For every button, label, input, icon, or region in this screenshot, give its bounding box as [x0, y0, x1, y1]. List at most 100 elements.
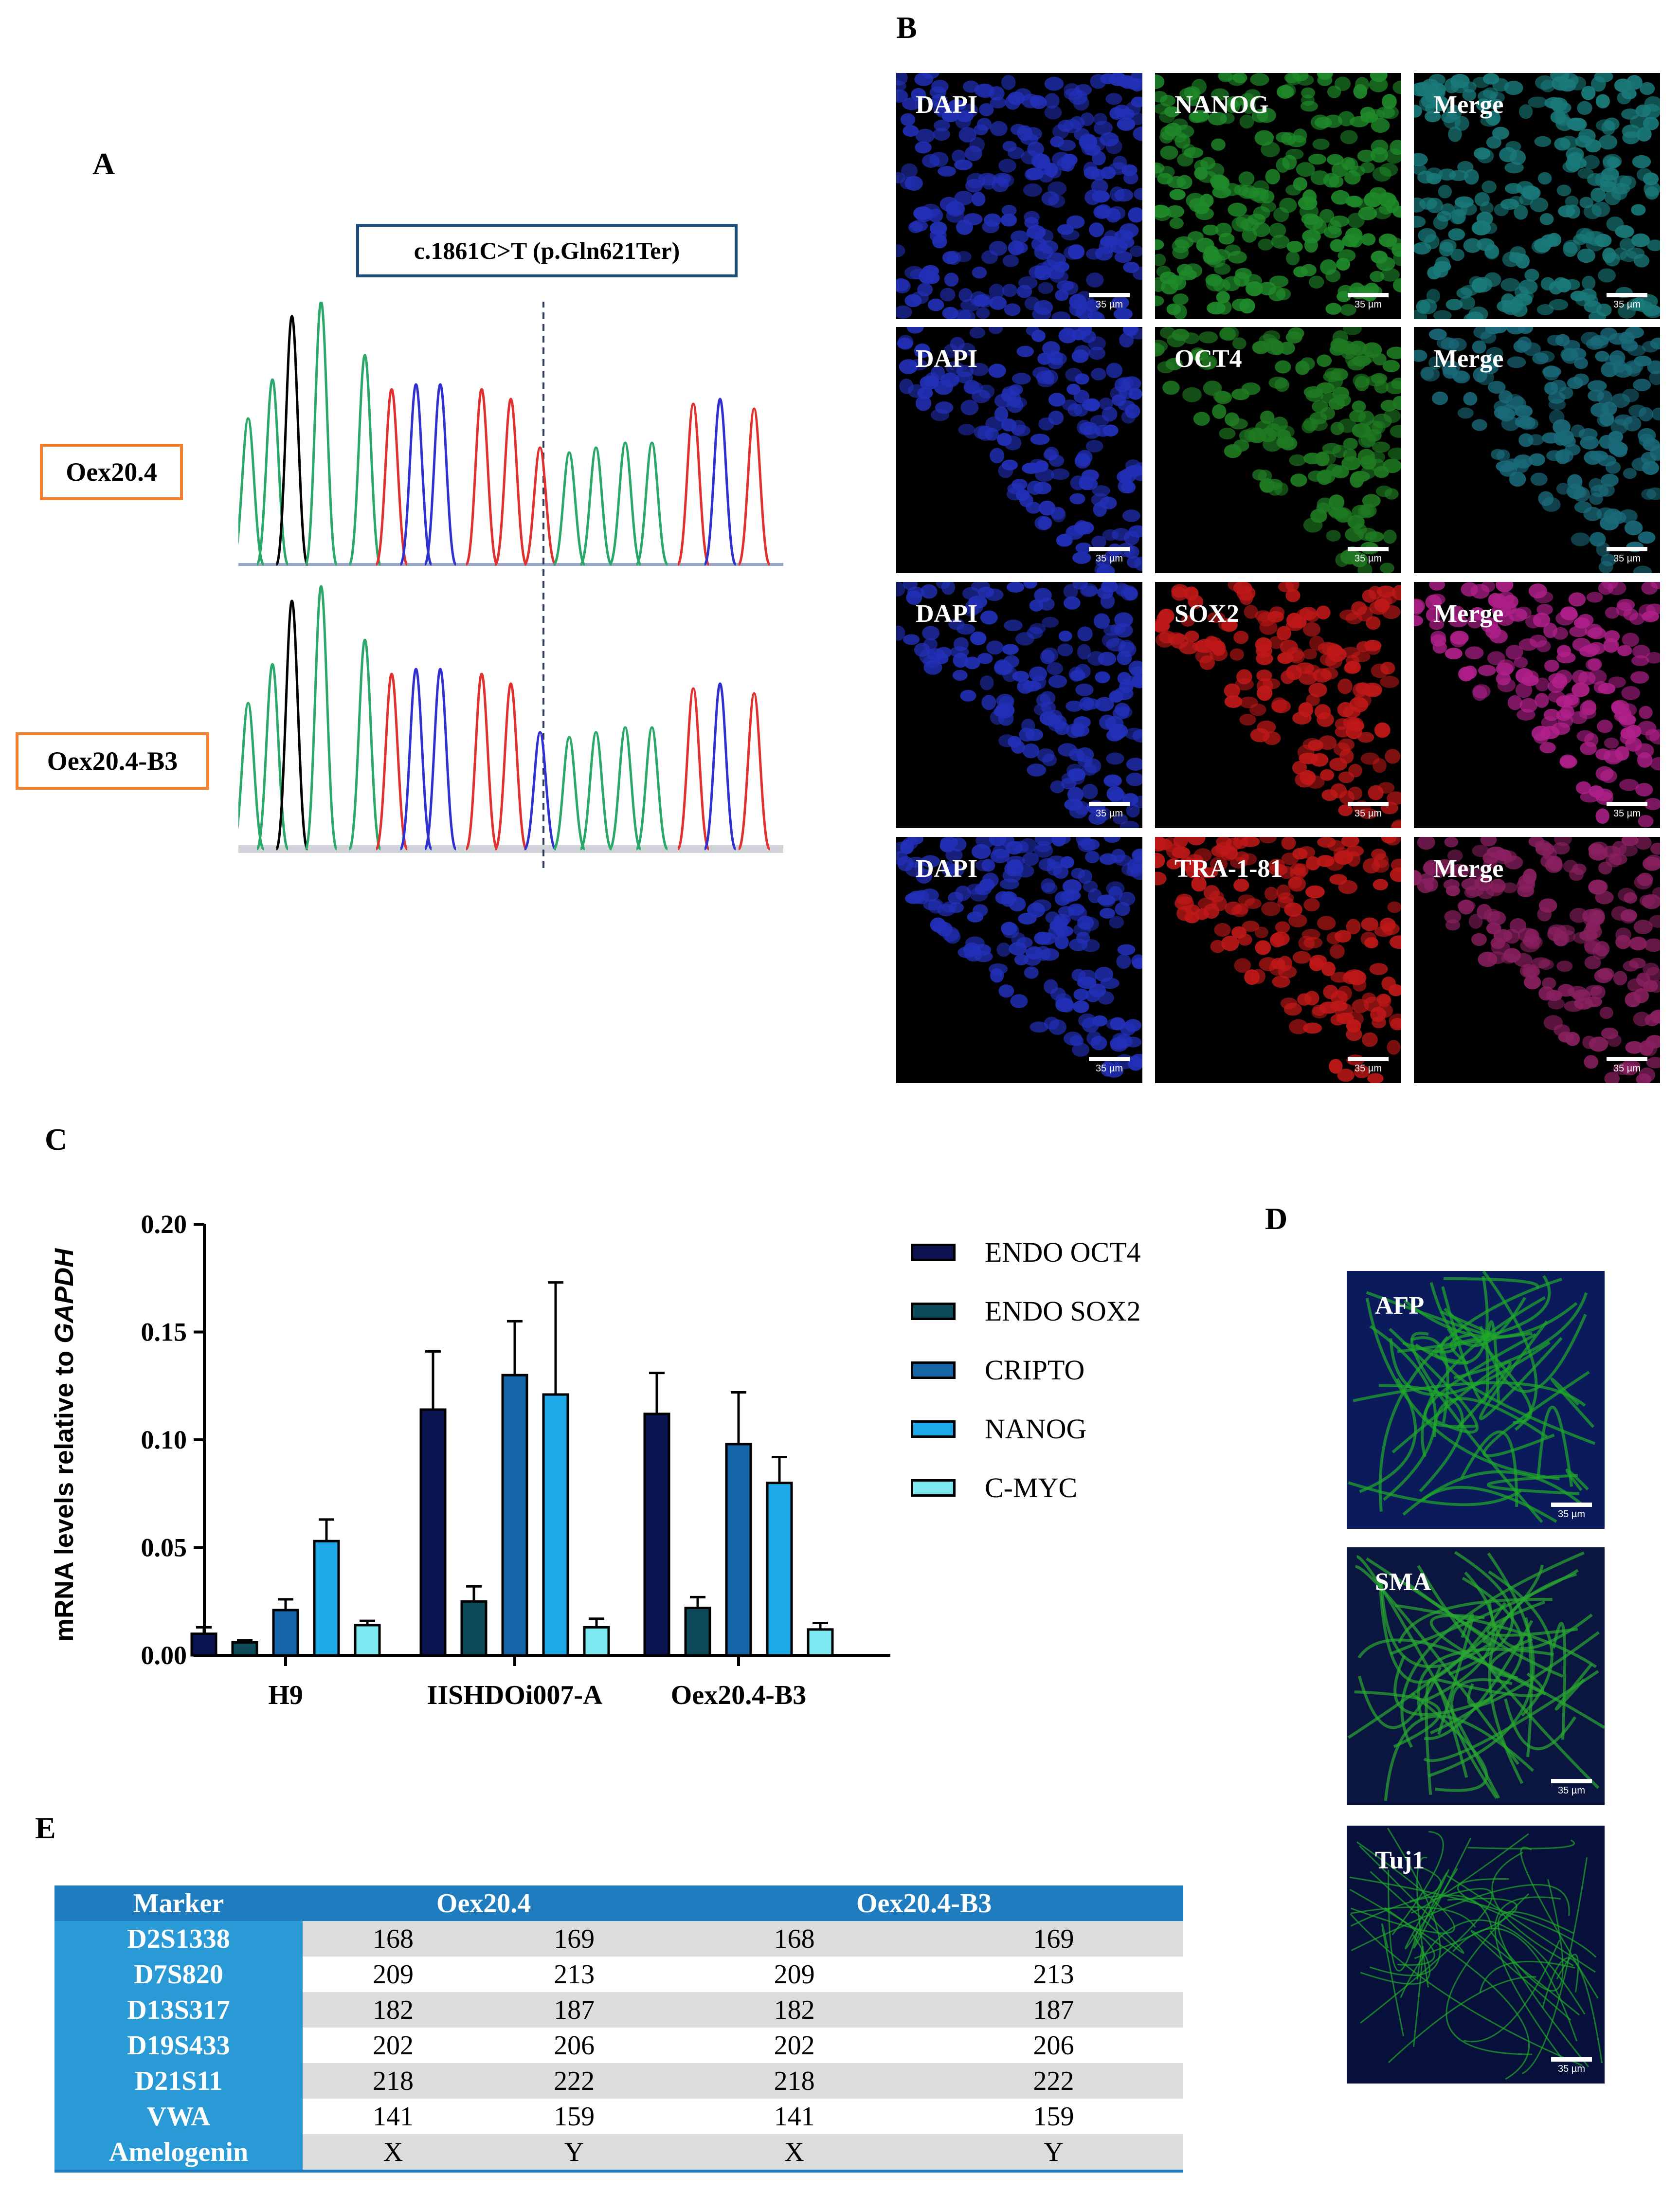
- table-value-cell: 213: [924, 1957, 1183, 1992]
- chromatogram-oex20-4-b3: [238, 585, 771, 851]
- scale-bar: 35 µm: [1348, 547, 1389, 564]
- chromatogram-oex20-4: [238, 302, 771, 566]
- y-tick-label: 0.10: [141, 1425, 187, 1454]
- table-value-cell: Y: [484, 2134, 665, 2173]
- micrograph-sox2-dapi: DAPI 35 µm: [896, 582, 1142, 828]
- legend-item: C-MYC: [911, 1471, 1077, 1504]
- table-row: D19S433 202 206 202 206: [54, 2028, 1183, 2063]
- scale-bar: 35 µm: [1089, 802, 1130, 819]
- micrograph-label: Merge: [1433, 345, 1504, 373]
- table-value-cell: 141: [303, 2099, 484, 2134]
- micrograph-tra-1-81-merge: Merge 35 µm: [1414, 837, 1660, 1083]
- table-row: D7S820 209 213 209 213: [54, 1957, 1183, 1992]
- sample-label-oex20-4: Oex20.4: [40, 444, 183, 500]
- micrograph-nanog-marker: NANOG 35 µm: [1155, 73, 1401, 319]
- x-tick-label: IISHDOi007-A: [427, 1680, 603, 1710]
- table-value-cell: 209: [665, 1957, 924, 1992]
- micrograph-label: DAPI: [916, 855, 978, 883]
- scale-bar: 35 µm: [1607, 547, 1647, 564]
- table-marker-cell: D7S820: [54, 1957, 303, 1992]
- bar-nanog: [542, 1393, 569, 1657]
- table-value-cell: 213: [484, 1957, 665, 1992]
- micrograph-oct4-marker: OCT4 35 µm: [1155, 327, 1401, 573]
- scale-bar: 35 µm: [1551, 1779, 1592, 1796]
- table-value-cell: 159: [484, 2099, 665, 2134]
- micrograph-label: OCT4: [1174, 345, 1242, 373]
- table-value-cell: X: [665, 2134, 924, 2173]
- table-value-cell: 168: [665, 1921, 924, 1957]
- legend-swatch: [911, 1420, 956, 1438]
- differentiation-image-afp: AFP 35 µm: [1347, 1271, 1605, 1529]
- table-value-cell: 209: [303, 1957, 484, 1992]
- table-marker-cell: D2S1338: [54, 1921, 303, 1957]
- table-value-cell: 169: [924, 1921, 1183, 1957]
- mrna-bar-chart: 0.00 0.05 0.10 0.15 0.20 H9 IISHDOi007-A Oex20.…: [50, 1210, 890, 1710]
- scale-bar: 35 µm: [1607, 293, 1647, 310]
- table-marker-cell: Amelogenin: [54, 2134, 303, 2173]
- legend-swatch: [911, 1479, 956, 1497]
- y-tick-label: 0.00: [141, 1641, 187, 1670]
- micrograph-sox2-merge: Merge 35 µm: [1414, 582, 1660, 828]
- bar-endo-oct4: [419, 1408, 447, 1657]
- bar-endo-sox2: [460, 1600, 488, 1657]
- panel-e-letter: E: [35, 1811, 56, 1845]
- scale-bar: 35 µm: [1089, 547, 1130, 564]
- bar-c-myc: [583, 1626, 610, 1657]
- bar-cripto: [725, 1443, 752, 1657]
- table-marker-cell: VWA: [54, 2099, 303, 2134]
- str-profile-table: Marker Oex20.4 Oex20.4-B3 D2S1338 168 169 1…: [54, 1885, 1183, 2173]
- scale-bar: 35 µm: [1348, 1057, 1389, 1074]
- table-value-cell: 182: [303, 1992, 484, 2028]
- panel-c-letter: C: [45, 1122, 68, 1157]
- micrograph-nanog-dapi: DAPI 35 µm: [896, 73, 1142, 319]
- micrograph-label: DAPI: [916, 91, 978, 119]
- mutation-label: c.1861C>T (p.Gln621Ter): [356, 224, 738, 277]
- bar-endo-oct4: [190, 1632, 217, 1657]
- legend-item: ENDO SOX2: [911, 1295, 1141, 1327]
- micrograph-label: TRA-1-81: [1174, 855, 1283, 883]
- table-row: Amelogenin X Y X Y: [54, 2134, 1183, 2173]
- differentiation-image-sma: SMA 35 µm: [1347, 1547, 1605, 1805]
- bar-cripto: [272, 1609, 299, 1657]
- micrograph-label: DAPI: [916, 345, 978, 373]
- panel-b-letter: B: [896, 10, 917, 45]
- legend-label: NANOG: [985, 1413, 1087, 1445]
- y-tick-label: 0.05: [141, 1533, 187, 1562]
- legend-label: C-MYC: [985, 1472, 1078, 1504]
- bar-endo-sox2: [684, 1607, 711, 1657]
- table-value-cell: 206: [484, 2028, 665, 2063]
- table-marker-cell: D19S433: [54, 2028, 303, 2063]
- table-value-cell: 169: [484, 1921, 665, 1957]
- micrograph-label: Merge: [1433, 600, 1504, 628]
- table-header-oex20-4: Oex20.4: [303, 1885, 665, 1921]
- bar-endo-oct4: [643, 1413, 670, 1657]
- differentiation-label: Tuj1: [1375, 1847, 1425, 1874]
- legend-item: CRIPTO: [911, 1354, 1084, 1386]
- table-value-cell: Y: [924, 2134, 1183, 2173]
- y-tick-label: 0.20: [141, 1210, 187, 1239]
- differentiation-label: AFP: [1375, 1292, 1425, 1320]
- table-row: D21S11 218 222 218 222: [54, 2063, 1183, 2099]
- micrograph-label: Merge: [1433, 91, 1504, 119]
- y-tick-label: 0.15: [141, 1318, 187, 1347]
- differentiation-label: SMA: [1375, 1568, 1431, 1596]
- legend-item: ENDO OCT4: [911, 1236, 1141, 1269]
- bar-cripto: [501, 1374, 528, 1657]
- micrograph-nanog-merge: Merge 35 µm: [1414, 73, 1660, 319]
- table-header-oex20-4-b3: Oex20.4-B3: [665, 1885, 1183, 1921]
- micrograph-label: Merge: [1433, 855, 1504, 883]
- table-value-cell: 218: [665, 2063, 924, 2099]
- micrograph-oct4-merge: Merge 35 µm: [1414, 327, 1660, 573]
- scale-bar: 35 µm: [1348, 802, 1389, 819]
- micrograph-tra-1-81-marker: TRA-1-81 35 µm: [1155, 837, 1401, 1083]
- x-tick-label: H9: [268, 1680, 303, 1710]
- bar-nanog: [313, 1540, 340, 1657]
- legend-swatch: [911, 1302, 956, 1320]
- scale-bar: 35 µm: [1607, 802, 1647, 819]
- scale-bar: 35 µm: [1348, 293, 1389, 310]
- micrograph-sox2-marker: SOX2 35 µm: [1155, 582, 1401, 828]
- legend-label: ENDO OCT4: [985, 1236, 1141, 1268]
- bar-c-myc: [807, 1628, 834, 1657]
- micrograph-label: SOX2: [1174, 600, 1239, 628]
- scale-bar: 35 µm: [1607, 1057, 1647, 1074]
